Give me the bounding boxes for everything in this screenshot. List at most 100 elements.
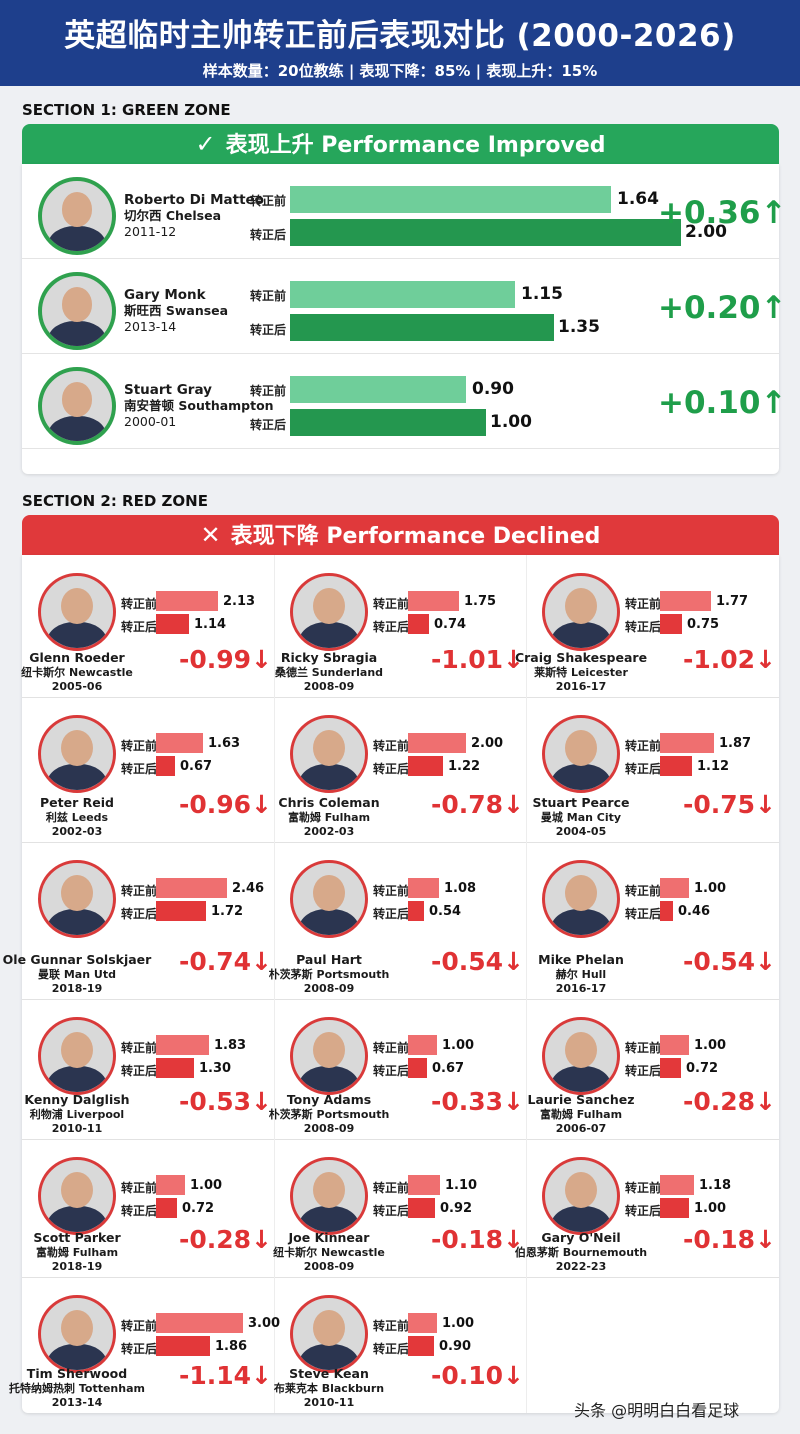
coach-name: Craig Shakespeare 莱斯特 Leicester 2016-17 — [501, 650, 661, 695]
after-value: 0.72 — [182, 1201, 215, 1216]
row-divider — [22, 842, 779, 843]
after-bar — [660, 901, 673, 921]
after-bar — [156, 756, 175, 776]
before-value: 1.63 — [208, 736, 241, 751]
avatar-face — [61, 287, 93, 323]
delta-value: -1.01↓ — [431, 645, 525, 674]
watermark: 头条 @明明白白看足球 — [574, 1401, 740, 1420]
section1-label: SECTION 1: GREEN ZONE — [22, 101, 231, 119]
coach-cell: Ole Gunnar Solskjaer 曼联 Man Utd 2018-19 转正前… — [3, 842, 274, 999]
before-label: 转正前 — [121, 1319, 158, 1333]
coach-name: Stuart Gray 南安普顿 Southampton 2000-01 — [124, 382, 274, 429]
before-value: 2.13 — [223, 594, 256, 609]
coach-name: Mike Phelan 赫尔 Hull 2016-17 — [501, 952, 661, 997]
coach-name-text: Joe Kinnear — [288, 1230, 370, 1245]
coach-season: 2016-17 — [555, 982, 607, 995]
avatar-face — [565, 1031, 597, 1068]
coach-club: 南安普顿 Southampton — [124, 398, 274, 413]
avatar — [38, 1017, 116, 1095]
avatar-body — [550, 1066, 612, 1092]
after-label: 转正后 — [121, 762, 158, 776]
coach-season: 2018-19 — [51, 982, 103, 995]
after-value: 0.54 — [429, 904, 462, 919]
after-label: 转正后 — [121, 1204, 158, 1218]
after-bar — [408, 901, 424, 921]
coach-season: 2013-14 — [124, 319, 177, 334]
avatar-body — [550, 622, 612, 648]
avatar-face — [565, 587, 597, 624]
before-value: 2.00 — [471, 736, 504, 751]
coach-name: Scott Parker 富勒姆 Fulham 2018-19 — [0, 1230, 157, 1275]
avatar-body — [298, 764, 360, 790]
coach-season: 2011-12 — [124, 224, 177, 239]
coach-cell: Tim Sherwood 托特纳姆热刺 Tottenham 2013-14 转正前 转正… — [9, 1277, 280, 1413]
before-label: 转正前 — [373, 1041, 410, 1055]
coach-season: 2018-19 — [51, 1260, 103, 1273]
after-value: 0.72 — [686, 1061, 719, 1076]
after-bar — [408, 614, 429, 634]
delta-value: +0.36↑ — [658, 195, 787, 231]
avatar-body — [550, 764, 612, 790]
avatar-body — [550, 909, 612, 935]
green-panel: Roberto Di Matteo 切尔西 Chelsea 2011-12 转正前 转正… — [22, 164, 786, 474]
avatar — [38, 367, 116, 445]
after-label: 转正后 — [250, 323, 287, 337]
before-bar — [408, 591, 459, 611]
avatar-face — [61, 1171, 93, 1208]
coach-cell: Glenn Roeder 纽卡斯尔 Newcastle 2005-06 转正前 转正后 2… — [21, 555, 274, 697]
before-value: 1.18 — [699, 1178, 732, 1193]
avatar-face — [61, 587, 93, 624]
after-label: 转正后 — [373, 907, 410, 921]
after-value: 1.00 — [490, 412, 532, 432]
after-bar — [660, 614, 682, 634]
before-value: 1.10 — [445, 1178, 478, 1193]
avatar-face — [61, 874, 93, 911]
after-value: 0.90 — [439, 1339, 472, 1354]
after-value: 1.22 — [448, 759, 481, 774]
coach-season: 2013-14 — [51, 1396, 103, 1409]
avatar-face — [313, 1309, 345, 1346]
before-label: 转正前 — [250, 384, 287, 398]
avatar-body — [550, 1206, 612, 1232]
coach-club: 切尔西 Chelsea — [124, 208, 222, 223]
delta-value: -0.53↓ — [179, 1087, 273, 1116]
row-divider — [22, 999, 779, 1000]
coach-club: 纽卡斯尔 Newcastle — [21, 665, 133, 679]
coach-cell: Mike Phelan 赫尔 Hull 2016-17 转正前 转正后 1.00 0.46 -… — [526, 842, 778, 999]
coach-season: 2004-05 — [555, 825, 607, 838]
after-value: 1.12 — [697, 759, 730, 774]
coach-cell: Chris Coleman 富勒姆 Fulham 2002-03 转正前 转正后 2.00… — [274, 697, 526, 842]
coach-season: 2002-03 — [303, 825, 355, 838]
before-label: 转正前 — [625, 1041, 662, 1055]
coach-name: Joe Kinnear 纽卡斯尔 Newcastle 2008-09 — [249, 1230, 409, 1275]
after-value: 0.46 — [678, 904, 711, 919]
coach-cell: Joe Kinnear 纽卡斯尔 Newcastle 2008-09 转正前 转正后 1.… — [273, 1139, 526, 1277]
coach-name-text: Steve Kean — [289, 1366, 369, 1381]
before-value: 1.00 — [442, 1038, 475, 1053]
delta-value: -0.54↓ — [431, 947, 525, 976]
coach-club: 富勒姆 Fulham — [35, 1245, 119, 1259]
before-label: 转正前 — [625, 884, 662, 898]
avatar — [38, 1157, 116, 1235]
after-bar — [660, 1058, 681, 1078]
avatar — [290, 1295, 368, 1373]
coach-name-text: Laurie Sanchez — [527, 1092, 635, 1107]
coach-name-text: Tony Adams — [286, 1092, 372, 1107]
green-row: Gary Monk 斯旺西 Swansea 2013-14 转正前 转正后 1.15 1.3… — [22, 259, 786, 354]
delta-value: +0.20↑ — [658, 290, 787, 326]
avatar — [542, 715, 620, 793]
before-label: 转正前 — [121, 1041, 158, 1055]
after-label: 转正后 — [373, 1064, 410, 1078]
coach-club: 莱斯特 Leicester — [534, 665, 628, 679]
green-banner-text: 表现上升 Performance Improved — [225, 133, 606, 158]
avatar-face — [61, 1309, 93, 1346]
after-value: 2.00 — [685, 222, 727, 242]
before-label: 转正前 — [373, 597, 410, 611]
coach-season: 2010-11 — [303, 1396, 355, 1409]
coach-name-text: Stuart Pearce — [532, 795, 630, 810]
coach-name-text: Peter Reid — [40, 795, 114, 810]
avatar — [542, 1017, 620, 1095]
delta-value: +0.10↑ — [658, 385, 787, 421]
before-bar — [408, 1175, 440, 1195]
header: 英超临时主帅转正前后表现对比 (2000-2026) 样本数量：20位教练 | … — [0, 0, 800, 86]
